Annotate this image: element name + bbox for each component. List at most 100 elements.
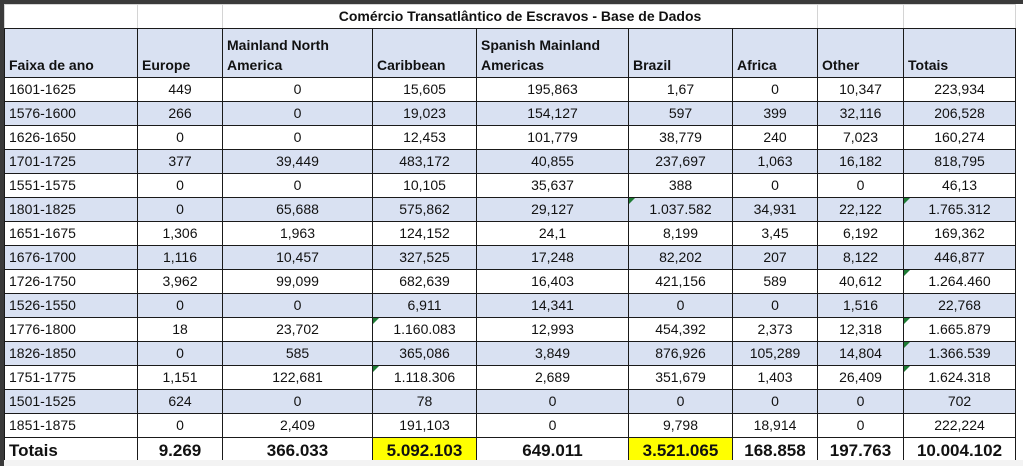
value-cell[interactable]: 3,849: [476, 341, 629, 366]
column-header[interactable]: Faixa de ano: [4, 28, 138, 78]
value-cell[interactable]: 449: [137, 77, 223, 102]
value-cell[interactable]: 124,152: [372, 221, 477, 246]
value-cell[interactable]: 0: [476, 413, 629, 438]
value-cell[interactable]: 122,681: [222, 365, 373, 390]
year-range-cell[interactable]: 1626-1650: [4, 125, 138, 150]
value-cell[interactable]: 0: [137, 197, 223, 222]
value-cell[interactable]: 32,116: [817, 101, 904, 126]
value-cell[interactable]: 15,605: [372, 77, 477, 102]
value-cell[interactable]: 454,392: [628, 317, 733, 342]
year-range-cell[interactable]: 1651-1675: [4, 221, 138, 246]
value-cell[interactable]: 24,1: [476, 221, 629, 246]
year-range-cell[interactable]: 1551-1575: [4, 173, 138, 198]
value-cell[interactable]: 0: [628, 389, 733, 414]
value-cell[interactable]: 1,306: [137, 221, 223, 246]
value-cell[interactable]: 0: [222, 389, 373, 414]
value-cell[interactable]: 266: [137, 101, 223, 126]
value-cell[interactable]: 12,993: [476, 317, 629, 342]
value-cell[interactable]: 589: [732, 269, 818, 294]
value-cell[interactable]: 10,105: [372, 173, 477, 198]
year-range-cell[interactable]: 1851-1875: [4, 413, 138, 438]
value-cell[interactable]: 34,931: [732, 197, 818, 222]
value-cell[interactable]: 105,289: [732, 341, 818, 366]
value-cell[interactable]: 1.037.582: [628, 197, 733, 222]
year-range-cell[interactable]: 1726-1750: [4, 269, 138, 294]
table-title[interactable]: Comércio Transatlântico de Escravos - Ba…: [222, 4, 818, 29]
year-range-cell[interactable]: 1776-1800: [4, 317, 138, 342]
value-cell[interactable]: 191,103: [372, 413, 477, 438]
value-cell[interactable]: 2,689: [476, 365, 629, 390]
year-range-cell[interactable]: 1676-1700: [4, 245, 138, 270]
value-cell[interactable]: 327,525: [372, 245, 477, 270]
value-cell[interactable]: 101,779: [476, 125, 629, 150]
column-header[interactable]: Other: [817, 28, 904, 78]
value-cell[interactable]: 14,804: [817, 341, 904, 366]
value-cell[interactable]: 1.366.539: [903, 341, 1016, 366]
value-cell[interactable]: 1.624.318: [903, 365, 1016, 390]
value-cell[interactable]: 1,116: [137, 245, 223, 270]
column-header[interactable]: Europe: [137, 28, 223, 78]
value-cell[interactable]: 10,457: [222, 245, 373, 270]
value-cell[interactable]: 0: [222, 125, 373, 150]
value-cell[interactable]: 0: [222, 173, 373, 198]
value-cell[interactable]: 16,403: [476, 269, 629, 294]
value-cell[interactable]: 23,702: [222, 317, 373, 342]
value-cell[interactable]: 26,409: [817, 365, 904, 390]
value-cell[interactable]: 597: [628, 101, 733, 126]
value-cell[interactable]: 22,768: [903, 293, 1016, 318]
value-cell[interactable]: 377: [137, 149, 223, 174]
value-cell[interactable]: 206,528: [903, 101, 1016, 126]
value-cell[interactable]: 40,855: [476, 149, 629, 174]
value-cell[interactable]: 12,453: [372, 125, 477, 150]
value-cell[interactable]: 0: [137, 341, 223, 366]
value-cell[interactable]: 240: [732, 125, 818, 150]
value-cell[interactable]: 0: [628, 293, 733, 318]
value-cell[interactable]: 0: [817, 413, 904, 438]
value-cell[interactable]: 0: [732, 77, 818, 102]
empty-cell[interactable]: [903, 4, 1016, 29]
value-cell[interactable]: 0: [137, 293, 223, 318]
value-cell[interactable]: 8,199: [628, 221, 733, 246]
value-cell[interactable]: 78: [372, 389, 477, 414]
value-cell[interactable]: 3,962: [137, 269, 223, 294]
value-cell[interactable]: 446,877: [903, 245, 1016, 270]
value-cell[interactable]: 40,612: [817, 269, 904, 294]
value-cell[interactable]: 19,023: [372, 101, 477, 126]
value-cell[interactable]: 35,637: [476, 173, 629, 198]
value-cell[interactable]: 876,926: [628, 341, 733, 366]
year-range-cell[interactable]: 1801-1825: [4, 197, 138, 222]
value-cell[interactable]: 0: [476, 389, 629, 414]
value-cell[interactable]: 6,192: [817, 221, 904, 246]
column-header[interactable]: Caribbean: [372, 28, 477, 78]
value-cell[interactable]: 18: [137, 317, 223, 342]
value-cell[interactable]: 1.765.312: [903, 197, 1016, 222]
value-cell[interactable]: 39,449: [222, 149, 373, 174]
value-cell[interactable]: 0: [137, 413, 223, 438]
year-range-cell[interactable]: 1501-1525: [4, 389, 138, 414]
value-cell[interactable]: 3,45: [732, 221, 818, 246]
value-cell[interactable]: 1,151: [137, 365, 223, 390]
value-cell[interactable]: 14,341: [476, 293, 629, 318]
value-cell[interactable]: 8,122: [817, 245, 904, 270]
value-cell[interactable]: 2,409: [222, 413, 373, 438]
value-cell[interactable]: 0: [817, 173, 904, 198]
value-cell[interactable]: 154,127: [476, 101, 629, 126]
column-header[interactable]: Totais: [903, 28, 1016, 78]
value-cell[interactable]: 16,182: [817, 149, 904, 174]
value-cell[interactable]: 1,963: [222, 221, 373, 246]
value-cell[interactable]: 17,248: [476, 245, 629, 270]
value-cell[interactable]: 585: [222, 341, 373, 366]
value-cell[interactable]: 7,023: [817, 125, 904, 150]
value-cell[interactable]: 10,347: [817, 77, 904, 102]
value-cell[interactable]: 702: [903, 389, 1016, 414]
value-cell[interactable]: 0: [222, 293, 373, 318]
empty-cell[interactable]: [817, 4, 904, 29]
column-header[interactable]: Brazil: [628, 28, 733, 78]
year-range-cell[interactable]: 1576-1600: [4, 101, 138, 126]
column-header[interactable]: Africa: [732, 28, 818, 78]
value-cell[interactable]: 160,274: [903, 125, 1016, 150]
value-cell[interactable]: 0: [137, 173, 223, 198]
value-cell[interactable]: 9,798: [628, 413, 733, 438]
value-cell[interactable]: 365,086: [372, 341, 477, 366]
value-cell[interactable]: 29,127: [476, 197, 629, 222]
